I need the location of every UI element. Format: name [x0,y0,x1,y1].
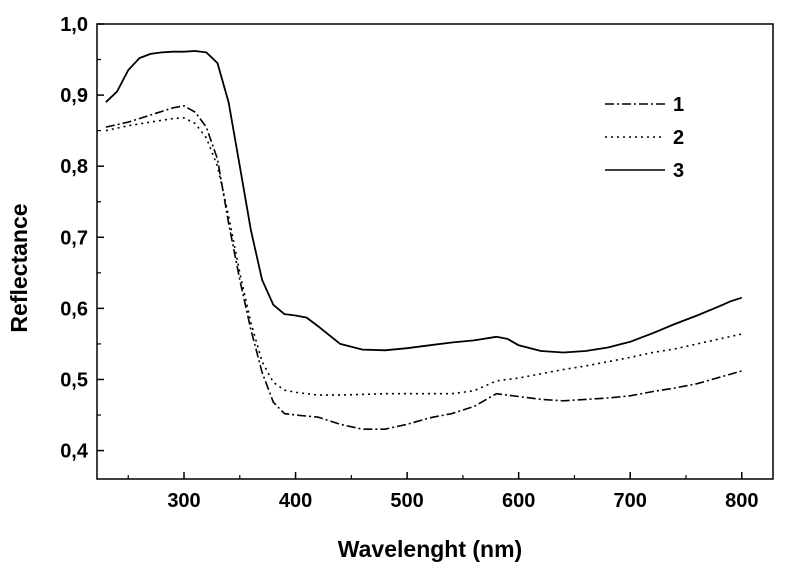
plot-frame [96,23,774,480]
series-2-line [105,117,742,396]
x-tick-label: 300 [167,490,200,512]
x-tick-label: 700 [614,490,647,512]
x-tick-label: 800 [725,490,758,512]
series-1-line [105,105,743,431]
x-tick-label: 600 [502,490,535,512]
y-tick-label: 0,8 [60,156,88,178]
x-tick-label: 500 [390,490,423,512]
x-axis-label: Wavelenght (nm) [338,536,522,562]
legend: 1 2 3 [605,94,684,182]
x-axis-ticks: 300 400 500 600 700 800 [127,472,758,512]
legend-label: 1 [673,94,684,116]
y-tick-label: 0,4 [60,441,89,463]
x-tick-label: 400 [279,490,312,512]
y-tick-label: 0,5 [60,369,88,391]
series-lines [105,50,743,431]
series-3-line [105,50,743,354]
y-tick-label: 0,9 [60,85,88,107]
y-tick-label: 1,0 [60,14,88,36]
y-axis-ticks: 0,4 0,5 0,6 0,7 0,8 0,9 1,0 [60,14,104,463]
y-tick-label: 0,7 [60,227,88,249]
legend-label: 3 [673,160,684,182]
legend-label: 2 [673,127,684,149]
y-axis-label: Reflectance [6,203,32,332]
y-tick-label: 0,6 [60,298,88,320]
